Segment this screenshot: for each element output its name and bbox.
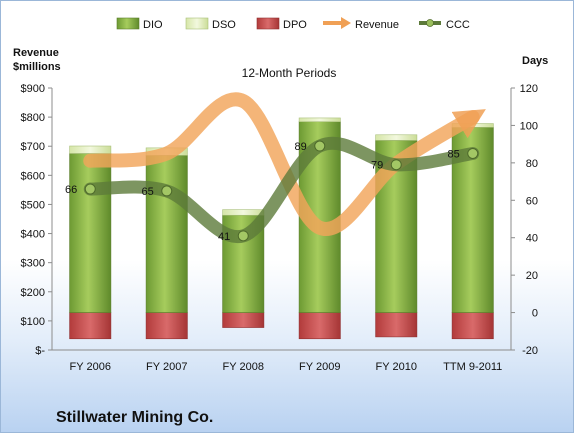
legend: DIO DSO DPO Revenue CCC: [116, 17, 470, 31]
bar-dio-fy-2007: [145, 155, 188, 313]
ccc-point-ttm-9-2011: [467, 148, 479, 159]
left-tick-label: $500: [21, 199, 45, 211]
legend-label-revenue: Revenue: [355, 19, 399, 31]
legend-label-dpo: DPO: [283, 19, 307, 31]
ccc-data-labels: 66 65 41 89 79 85: [65, 141, 460, 243]
bar-dso-fy-2008: [222, 209, 265, 216]
company-name: Stillwater Mining Co.: [56, 409, 213, 426]
left-axis-title-line2: $millions: [13, 61, 61, 73]
x-tick-label-fy-2010: FY 2010: [376, 361, 417, 373]
x-tick-label-ttm-9-2011: TTM 9-2011: [443, 361, 502, 373]
ccc-point-fy-2008: [237, 230, 249, 242]
legend-label-ccc: CCC: [446, 19, 470, 31]
left-tick-label: $200: [21, 287, 45, 299]
left-tick-label: $400: [21, 229, 45, 241]
x-axis-ticks: FY 2006 FY 2007 FY 2008 FY 2009 FY 2010 TTM 9…: [70, 361, 503, 373]
ccc-point-fy-2007: [161, 185, 173, 197]
right-tick-label: 80: [526, 158, 538, 170]
ccc-point-fy-2010: [390, 159, 402, 171]
ccc-data-label-fy-2008: 41: [218, 231, 230, 243]
bar-dpo-fy-2007: [145, 312, 188, 340]
left-tick-label: $600: [21, 170, 45, 182]
bar-dso-fy-2006: [69, 145, 112, 154]
legend-swatch-dio: [116, 17, 140, 30]
ccc-data-label-fy-2009: 89: [295, 141, 307, 153]
bar-dpo-fy-2008: [222, 312, 265, 328]
x-tick-label-fy-2009: FY 2009: [299, 361, 340, 373]
ccc-series: [83, 136, 480, 244]
legend-swatch-ccc: [419, 19, 441, 27]
bar-dpo-fy-2006: [69, 312, 112, 340]
right-tick-label: 20: [526, 270, 538, 282]
legend-swatch-dso: [185, 17, 209, 30]
ccc-data-label-fy-2006: 66: [65, 184, 77, 196]
bar-dso-fy-2009: [298, 117, 341, 122]
ccc-point-fy-2009: [314, 140, 326, 152]
x-tick-label-fy-2007: FY 2007: [146, 361, 187, 373]
chart-title: 12-Month Periods: [242, 66, 337, 80]
legend-label-dio: DIO: [143, 19, 163, 31]
left-tick-label: $800: [21, 112, 45, 124]
right-tick-label: 40: [526, 233, 538, 245]
ccc-data-label-fy-2007: 65: [142, 186, 154, 198]
bar-dpo-ttm-9-2011: [451, 312, 494, 340]
right-tick-label: -20: [522, 345, 538, 357]
right-axis-title: Days: [522, 55, 548, 67]
left-tick-label: $700: [21, 141, 45, 153]
right-axis-ticks: -20 0 20 40 60 80 100 120: [511, 83, 538, 357]
left-tick-label: $900: [21, 83, 45, 95]
left-axis-ticks: $- $100 $200 $300 $400 $500 $600 $700 $800 $900: [21, 83, 52, 357]
bar-dpo-fy-2010: [375, 312, 418, 338]
ccc-point-fy-2006: [84, 183, 96, 195]
bar-dpo-fy-2009: [298, 312, 341, 340]
left-axis-title-line1: Revenue: [13, 47, 59, 59]
x-tick-label-fy-2008: FY 2008: [223, 361, 264, 373]
bar-dio-fy-2006: [69, 153, 112, 313]
ccc-data-label-fy-2010: 79: [371, 160, 383, 172]
right-tick-label: 0: [532, 308, 538, 320]
bar-dso-fy-2010: [375, 134, 418, 141]
right-tick-label: 60: [526, 195, 538, 207]
legend-label-dso: DSO: [212, 19, 236, 31]
x-tick-label-fy-2006: FY 2006: [70, 361, 111, 373]
right-tick-label: 120: [520, 83, 538, 95]
left-tick-label: $-: [35, 345, 45, 357]
left-tick-label: $300: [21, 258, 45, 270]
ccc-data-label-ttm-9-2011: 85: [448, 149, 460, 161]
legend-swatch-dpo: [256, 17, 280, 30]
legend-swatch-revenue: [323, 17, 351, 29]
right-tick-label: 100: [520, 120, 538, 132]
left-tick-label: $100: [21, 316, 45, 328]
